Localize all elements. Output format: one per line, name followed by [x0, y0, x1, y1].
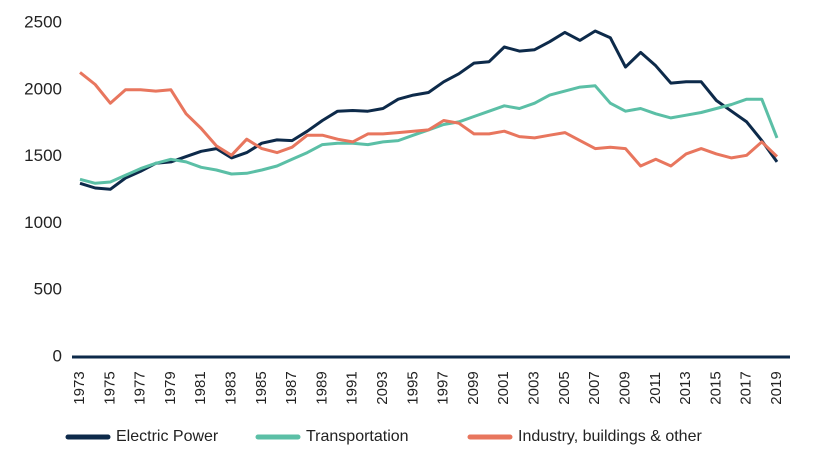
x-tick-label: 2017 [738, 371, 755, 404]
legend-label: Electric Power [116, 428, 219, 445]
x-tick-label: 1991 [344, 371, 361, 404]
x-tick-label: 2013 [677, 371, 694, 404]
x-tick-label: 2019 [768, 371, 785, 404]
x-tick-label: 1995 [404, 371, 421, 404]
x-tick-label: 2099 [465, 371, 482, 404]
x-tick-label: 2003 [526, 371, 543, 404]
x-tick-label: 1983 [222, 371, 239, 404]
series-line [79, 71, 779, 168]
x-tick-label: 2007 [586, 371, 603, 404]
legend-label: Industry, buildings & other [518, 428, 702, 445]
y-tick-label: 1500 [24, 146, 62, 165]
x-tick-label: 1987 [283, 371, 300, 404]
x-tick-label: 1989 [313, 371, 330, 404]
y-tick-label: 0 [53, 346, 62, 365]
x-tick-label: 1979 [162, 371, 179, 404]
series-line [79, 84, 779, 185]
legend-label: Transportation [306, 428, 409, 445]
y-tick-label: 500 [34, 280, 62, 299]
x-tick-label: 1997 [435, 371, 452, 404]
x-tick-label: 1973 [71, 371, 88, 404]
x-tick-label: 2015 [707, 371, 724, 404]
y-tick-label: 2500 [24, 12, 62, 31]
x-tick-label: 1977 [132, 371, 149, 404]
x-tick-label: 1981 [192, 371, 209, 404]
y-tick-label: 2000 [24, 79, 62, 98]
x-tick-label: 2005 [556, 371, 573, 404]
x-tick-label: 2001 [495, 371, 512, 404]
x-tick-label: 1975 [101, 371, 118, 404]
x-tick-label: 1985 [253, 371, 270, 404]
x-tick-label: 2093 [374, 371, 391, 404]
x-tick-label: 2011 [647, 372, 664, 404]
y-tick-label: 1000 [24, 213, 62, 232]
x-tick-label: 2009 [616, 371, 633, 404]
series-line [79, 29, 779, 191]
